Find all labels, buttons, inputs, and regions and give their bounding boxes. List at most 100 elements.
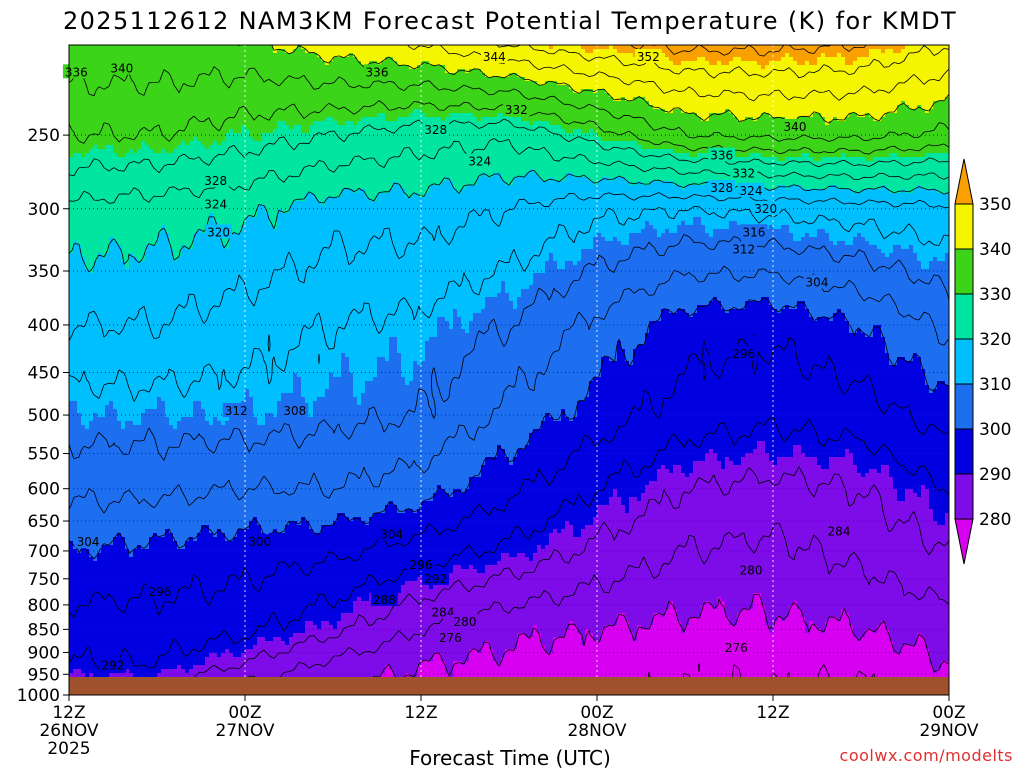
field-cell [685,61,690,66]
field-cell [153,45,158,50]
field-cell [273,69,278,74]
field-cell [461,69,466,74]
field-cell [569,73,574,78]
field-cell [113,89,118,94]
field-cell [141,121,146,126]
field-cell [789,93,794,98]
field-cell [657,101,662,106]
field-cell [113,125,118,130]
field-cell [465,49,470,54]
field-cell [409,61,414,66]
field-cell [573,65,578,70]
field-cell [933,129,938,134]
field-cell [329,45,334,50]
field-cell [757,57,762,62]
field-cell [321,73,326,78]
field-cell [97,121,102,126]
field-cell [917,57,922,62]
field-cell [309,117,314,122]
field-cell [253,89,258,94]
field-cell [269,101,274,106]
field-cell [881,57,886,62]
field-cell [621,53,626,58]
field-cell [853,105,858,110]
field-cell [289,113,294,118]
field-cell [245,117,250,122]
field-cell [81,125,86,130]
field-cell [257,81,262,86]
field-cell [777,69,782,74]
field-cell [765,77,770,82]
field-cell [841,73,846,78]
field-cell [645,89,650,94]
field-cell [177,61,182,66]
field-cell [705,65,710,70]
field-cell [269,65,274,70]
field-cell [269,93,274,98]
field-cell [625,121,630,126]
field-cell [881,125,886,130]
field-cell [541,77,546,82]
field-cell [761,81,766,86]
field-cell [97,53,102,58]
field-cell [777,53,782,58]
field-cell [225,49,230,54]
field-cell [813,105,818,110]
field-cell [661,81,666,86]
field-cell [317,61,322,66]
field-cell [385,117,390,122]
field-cell [585,89,590,94]
field-cell [869,45,874,50]
field-cell [261,105,266,110]
field-cell [745,101,750,106]
field-cell [737,73,742,78]
field-cell [913,101,918,106]
field-cell [425,105,430,110]
field-cell [537,113,542,118]
field-cell [245,49,250,54]
field-cell [189,125,194,130]
field-cell [177,53,182,58]
field-cell [773,93,778,98]
field-cell [585,77,590,82]
field-cell [797,89,802,94]
field-cell [401,109,406,114]
field-cell [749,85,754,90]
field-cell [569,45,574,50]
field-cell [217,57,222,62]
field-cell [885,117,890,122]
field-cell [757,61,762,66]
field-cell [129,129,134,134]
field-cell [477,93,482,98]
field-cell [677,117,682,122]
field-cell [613,89,618,94]
field-cell [869,53,874,58]
field-cell [905,69,910,74]
field-cell [481,65,486,70]
field-cell [929,113,934,118]
field-cell [765,61,770,66]
field-cell [461,105,466,110]
field-cell [309,97,314,102]
field-cell [213,49,218,54]
field-cell [705,125,710,130]
field-cell [249,117,254,122]
field-cell [193,49,198,54]
field-cell [577,109,582,114]
field-cell [685,93,690,98]
field-cell [761,65,766,70]
field-cell [721,85,726,90]
field-cell [665,49,670,54]
field-cell [461,61,466,66]
field-cell [717,65,722,70]
field-cell [613,109,618,114]
field-cell [473,77,478,82]
field-cell [457,65,462,70]
field-cell [101,61,106,66]
field-cell [553,121,558,126]
field-cell [633,93,638,98]
field-cell [93,125,98,130]
field-cell [465,125,470,130]
field-cell [517,81,522,86]
field-cell [349,53,354,58]
